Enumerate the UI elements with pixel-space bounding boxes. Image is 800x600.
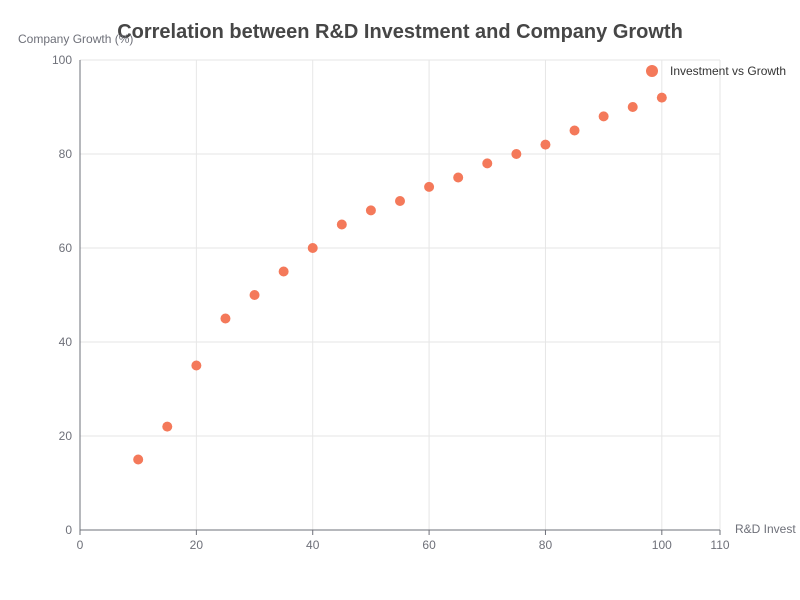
data-point[interactable]: [482, 158, 493, 169]
x-tick-label: 100: [652, 538, 672, 552]
data-point[interactable]: [395, 196, 405, 206]
y-tick-label: 80: [59, 147, 73, 161]
x-tick-label: 60: [422, 538, 436, 552]
data-points: [133, 92, 667, 465]
x-tick-label: 40: [306, 538, 320, 552]
data-point[interactable]: [627, 102, 638, 112]
x-tick-label: 20: [190, 538, 204, 552]
data-point[interactable]: [365, 205, 376, 216]
grid: [80, 59, 721, 530]
data-point[interactable]: [540, 139, 551, 150]
data-point[interactable]: [656, 92, 667, 103]
data-point[interactable]: [424, 181, 435, 192]
data-point[interactable]: [191, 360, 202, 371]
x-tick-label: 80: [539, 538, 553, 552]
data-point[interactable]: [162, 421, 173, 432]
data-point[interactable]: [220, 313, 231, 324]
x-axis-label: R&D Invest: [735, 522, 796, 536]
axes: 0 20 40 60 80 100 0 20 40 60 80 100 110: [52, 53, 730, 552]
y-tick-label: 40: [59, 335, 73, 349]
data-point[interactable]: [307, 243, 318, 253]
x-tick-label: 110: [710, 538, 729, 552]
legend-label: Investment vs Growth: [670, 64, 786, 78]
data-point[interactable]: [336, 219, 347, 230]
y-tick-label: 60: [59, 241, 73, 255]
y-tick-label: 100: [52, 53, 72, 67]
data-point[interactable]: [598, 111, 609, 122]
data-point[interactable]: [569, 125, 580, 136]
y-axis-label: Company Growth (%): [18, 32, 133, 46]
data-point[interactable]: [249, 290, 260, 300]
data-point[interactable]: [511, 149, 522, 159]
y-tick-label: 20: [59, 429, 73, 443]
chart-title: Correlation between R&D Investment and C…: [117, 21, 683, 43]
data-point[interactable]: [133, 454, 144, 465]
legend[interactable]: Investment vs Growth: [646, 64, 786, 78]
legend-marker: [646, 65, 658, 77]
data-point[interactable]: [453, 172, 464, 183]
data-point[interactable]: [278, 266, 289, 277]
x-tick-label: 0: [77, 538, 84, 552]
y-tick-label: 0: [65, 523, 72, 537]
